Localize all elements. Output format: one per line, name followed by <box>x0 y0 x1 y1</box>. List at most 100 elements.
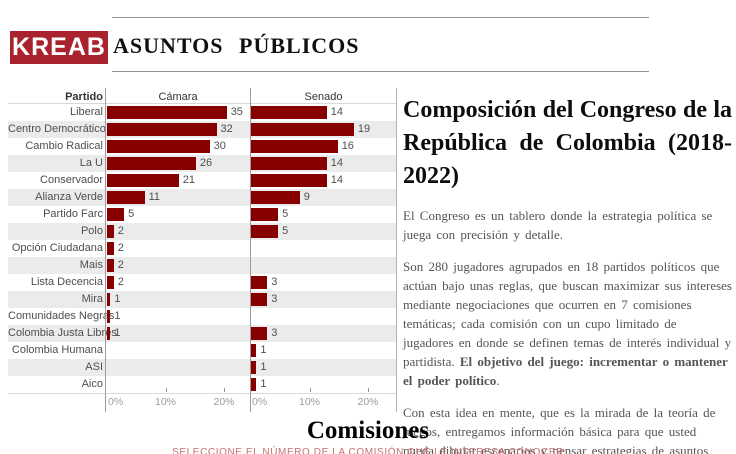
seat-count-label: 35 <box>230 106 243 118</box>
divider-partido <box>105 88 106 412</box>
panel-senado: 3 <box>251 291 397 308</box>
party-label: Opción Ciudadana <box>11 242 103 254</box>
party-label: Alianza Verde <box>35 191 103 203</box>
chart-row: Centro Democrático 32 19 <box>8 121 397 138</box>
intro-paragraph-3: Con esta idea en mente, que es la mirada… <box>403 405 716 454</box>
seat-bar[interactable] <box>251 327 268 340</box>
seat-count-label: 11 <box>148 191 161 203</box>
panel-senado: 9 <box>251 189 397 206</box>
seat-bar[interactable] <box>107 259 114 272</box>
panel-senado: 3 <box>251 274 397 291</box>
intro-paragraph-1: El Congreso es un tablero donde la estra… <box>403 208 713 242</box>
seat-bar[interactable] <box>107 123 217 136</box>
panel-camara <box>107 342 251 359</box>
party-label: Mais <box>79 259 103 271</box>
seat-bar[interactable] <box>251 191 300 204</box>
seat-count-label: 32 <box>220 123 233 135</box>
panel-senado: 1 <box>251 376 397 393</box>
seat-bar[interactable] <box>107 106 227 119</box>
axis-tick-label: 20% <box>357 396 379 408</box>
seat-bar[interactable] <box>107 191 145 204</box>
chart-row: Aico 1 <box>8 376 397 393</box>
seat-bar[interactable] <box>107 140 210 153</box>
panel-camara: 2 <box>107 223 251 240</box>
axis-tick-label: 10% <box>298 396 321 408</box>
panel-senado: 14 <box>251 104 397 121</box>
panel-senado <box>251 308 397 325</box>
panel-senado: 16 <box>251 138 397 155</box>
paragraph-2-text: Son 280 jugadores agrupados en 18 partid… <box>403 259 732 369</box>
seat-count-label: 19 <box>357 123 371 135</box>
seat-bar[interactable] <box>251 106 327 119</box>
chart-row: Liberal 35 14 <box>8 104 397 121</box>
header-underline <box>8 103 397 104</box>
seat-count-label: 1 <box>114 310 121 322</box>
chart-row: Mais 2 <box>8 257 397 274</box>
intro-paragraph-2: Son 280 jugadores agrupados en 18 partid… <box>403 257 732 390</box>
party-label: Centro Democrático <box>8 123 106 135</box>
paragraph-2-period: . <box>496 373 500 388</box>
chart-row: Polo 2 5 <box>8 223 397 240</box>
party-label: Partido Farc <box>43 208 103 220</box>
chart-row: Partido Farc 5 5 <box>8 206 397 223</box>
seat-bar[interactable] <box>251 293 268 306</box>
seat-bar[interactable] <box>251 378 257 391</box>
seat-count-label: 14 <box>330 157 344 169</box>
seat-bar[interactable] <box>251 174 327 187</box>
divider-chart-text <box>396 88 397 412</box>
comisiones-instruction: SELECCIONE EL NÚMERO DE LA COMISIÓN QUE … <box>172 447 564 454</box>
seat-bar[interactable] <box>251 344 257 357</box>
axis-tick <box>309 388 311 392</box>
seat-bar[interactable] <box>107 242 114 255</box>
panel-senado: 3 <box>251 325 397 342</box>
seat-count-label: 2 <box>117 276 124 288</box>
party-label: ASI <box>85 361 103 373</box>
panel-senado: 5 <box>251 223 397 240</box>
seat-bar[interactable] <box>251 123 354 136</box>
seat-count-label: 2 <box>117 225 124 237</box>
seat-bar[interactable] <box>107 327 111 340</box>
seat-bar[interactable] <box>107 276 114 289</box>
axis-tick-label: 0% <box>108 396 124 408</box>
brand-title: ASUNTOS PÚBLICOS <box>113 33 360 58</box>
seat-bar[interactable] <box>251 157 327 170</box>
column-header-partido: Partido <box>65 91 103 103</box>
seat-bar[interactable] <box>251 361 257 374</box>
seat-bar[interactable] <box>107 293 111 306</box>
seat-count-label: 3 <box>271 327 278 339</box>
party-label: Cambio Radical <box>25 140 103 152</box>
seat-bar[interactable] <box>107 157 196 170</box>
seat-count-label: 2 <box>117 242 124 254</box>
panel-camara: 1 <box>107 308 251 325</box>
seat-count-label: 1 <box>114 327 121 339</box>
comisiones-section-title: Comisiones <box>306 417 430 444</box>
chart-row: Opción Ciudadana 2 <box>8 240 397 257</box>
seat-count-label: 1 <box>114 293 121 305</box>
panel-senado: 19 <box>251 121 397 138</box>
seat-count-label: 1 <box>260 344 267 356</box>
header-bottom-rule <box>112 71 649 72</box>
seat-bar[interactable] <box>251 225 279 238</box>
panel-camara: 2 <box>107 274 251 291</box>
seat-count-label: 30 <box>213 140 226 152</box>
seat-bar[interactable] <box>107 310 111 323</box>
party-label: Conservador <box>40 174 103 186</box>
seat-bar[interactable] <box>251 140 338 153</box>
party-label: La U <box>79 157 103 169</box>
page-title: Composición del Congreso de la República… <box>403 97 732 189</box>
seat-bar[interactable] <box>251 208 279 221</box>
seat-bar[interactable] <box>107 225 114 238</box>
panel-camara: 2 <box>107 240 251 257</box>
panel-camara: 21 <box>107 172 251 189</box>
x-axis-camara: 0% 10% 20% <box>107 388 250 413</box>
party-label: Liberal <box>69 106 103 118</box>
seat-count-label: 5 <box>282 225 289 237</box>
seat-bar[interactable] <box>107 208 125 221</box>
chart-row: Alianza Verde 11 9 <box>8 189 397 206</box>
seat-count-label: 2 <box>117 259 124 271</box>
seat-bar[interactable] <box>251 276 268 289</box>
chart-row: Mira 1 3 <box>8 291 397 308</box>
panel-camara: 30 <box>107 138 251 155</box>
panel-camara: 2 <box>107 257 251 274</box>
seat-bar[interactable] <box>107 174 179 187</box>
